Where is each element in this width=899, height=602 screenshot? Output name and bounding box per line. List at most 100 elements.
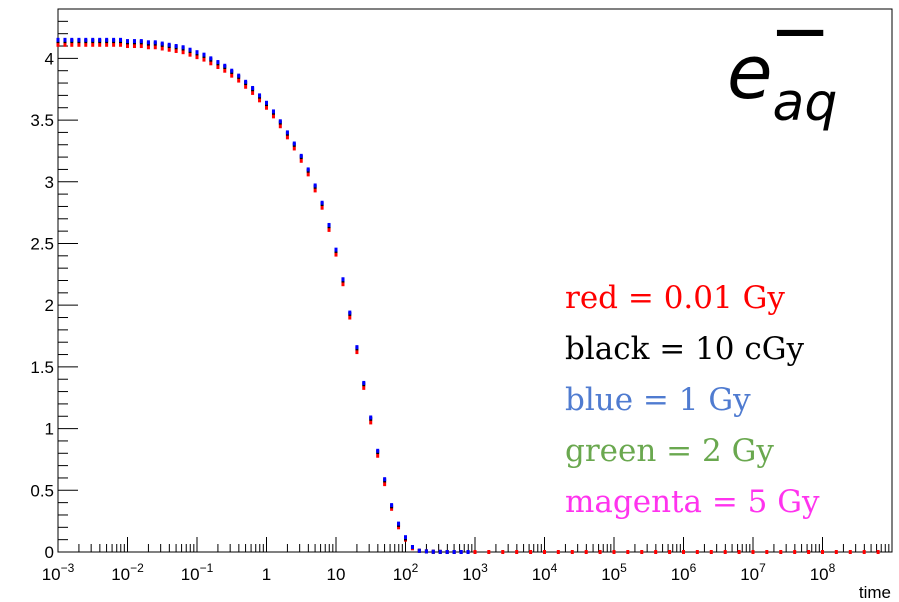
data-point	[112, 37, 116, 42]
data-point	[153, 40, 157, 45]
data-point	[265, 105, 268, 110]
data-point	[417, 548, 421, 553]
legend-entry: magenta = 5 Gy	[565, 484, 820, 520]
data-point	[848, 550, 852, 554]
data-point	[473, 550, 477, 554]
data-point	[132, 39, 136, 44]
data-point	[258, 98, 262, 103]
data-point	[584, 550, 588, 554]
data-point	[251, 90, 255, 95]
data-point	[695, 550, 699, 554]
data-point	[244, 79, 248, 84]
data-point	[299, 153, 303, 158]
data-point	[244, 84, 248, 89]
data-point	[98, 37, 102, 42]
y-tick-label: 1	[45, 420, 54, 439]
data-point	[376, 453, 380, 458]
data-point	[327, 227, 331, 232]
data-point	[174, 44, 178, 49]
data-point	[466, 550, 470, 554]
data-point	[723, 550, 727, 554]
data-point	[765, 550, 769, 554]
data-point	[383, 482, 387, 487]
y-tick-labels: 0 0.5 1 1.5 2 2.5 3 3.5 4	[30, 49, 54, 562]
x-axis-label: time	[859, 583, 891, 602]
data-point	[424, 549, 428, 554]
data-point	[271, 114, 275, 119]
data-point	[779, 550, 783, 554]
data-point	[70, 42, 74, 47]
data-point	[320, 200, 324, 205]
data-point	[369, 415, 373, 420]
data-point	[237, 73, 241, 78]
data-point	[230, 68, 234, 73]
data-point	[341, 277, 345, 282]
x-tick-label: 108	[810, 561, 836, 584]
data-point	[362, 385, 366, 390]
data-point	[63, 37, 67, 42]
data-point	[334, 247, 338, 252]
data-point	[265, 100, 268, 105]
legend-entry: black = 10 cGy	[565, 331, 804, 367]
data-point	[209, 56, 213, 61]
data-point	[556, 550, 560, 554]
data-point	[126, 44, 129, 49]
data-point	[313, 188, 317, 193]
legend-entry: blue = 1 Gy	[565, 382, 751, 418]
data-point	[543, 550, 546, 554]
data-point	[626, 550, 630, 554]
data-point	[223, 68, 227, 73]
data-point	[126, 39, 129, 44]
data-point	[348, 310, 352, 315]
data-point	[452, 550, 456, 554]
data-point	[390, 503, 394, 508]
data-point	[112, 42, 116, 47]
x-tick-label: 102	[393, 561, 419, 584]
data-point	[459, 550, 463, 554]
y-tick-label: 3.5	[30, 111, 54, 130]
axis-ticks	[57, 8, 890, 553]
data-point	[105, 42, 109, 47]
data-point	[181, 50, 185, 55]
data-point	[598, 550, 602, 554]
data-point	[709, 550, 713, 554]
data-point	[258, 93, 262, 98]
data-point	[501, 550, 505, 554]
data-point	[410, 545, 414, 550]
y-tick-label: 3	[45, 173, 54, 192]
data-point	[63, 42, 67, 47]
x-tick-label: 105	[601, 561, 627, 584]
data-point	[793, 550, 797, 554]
data-point	[404, 535, 407, 540]
x-tick-label: 1	[262, 565, 271, 584]
data-point	[654, 550, 658, 554]
data-point	[167, 47, 171, 52]
data-point	[278, 119, 282, 124]
data-point	[751, 550, 755, 554]
data-point	[278, 124, 282, 129]
x-tick-label: 10−3	[42, 561, 75, 584]
data-point	[299, 158, 303, 163]
data-point	[515, 550, 519, 554]
data-point	[139, 39, 143, 44]
data-point	[390, 506, 394, 511]
data-point	[431, 549, 435, 554]
data-point	[56, 42, 60, 47]
data-point	[334, 252, 338, 257]
data-point	[146, 40, 150, 45]
data-point	[98, 42, 102, 47]
data-point	[84, 42, 88, 47]
data-point	[160, 46, 164, 51]
data-point	[682, 550, 685, 554]
data-point	[209, 61, 213, 66]
data-point	[306, 172, 310, 177]
data-point	[251, 85, 255, 90]
x-tick-label: 103	[462, 561, 488, 584]
data-point	[320, 205, 324, 210]
data-point	[612, 550, 616, 554]
data-point	[383, 477, 387, 482]
data-point	[195, 55, 199, 60]
svg-text:eaq: eaq	[727, 30, 837, 133]
data-point	[132, 44, 136, 49]
